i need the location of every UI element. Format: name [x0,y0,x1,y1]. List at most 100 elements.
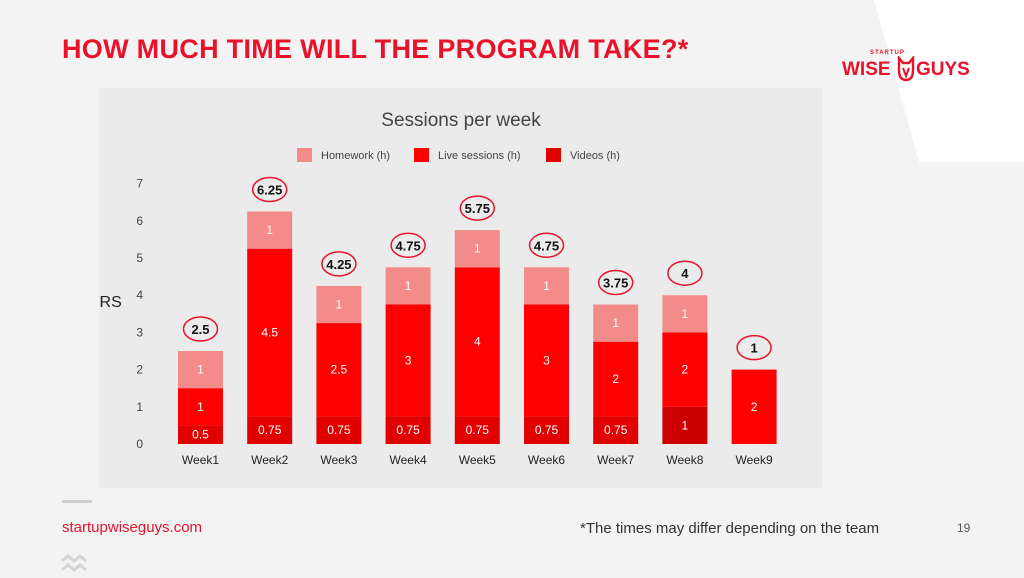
bar-segment [524,304,569,417]
legend-swatch [297,148,312,162]
legend-label: Homework (h) [321,150,390,162]
bar-segment [316,285,362,324]
bar-segment [385,416,431,444]
total-circle [182,316,219,342]
data-label: 1 [543,279,550,293]
chart-title: Sessions per week [381,110,541,131]
x-tick-label: Week8 [666,453,703,467]
data-label: 1 [474,242,481,256]
bar-segment [247,248,293,417]
x-tick-label: Week3 [320,453,357,467]
wave-icon [61,554,87,572]
x-tick-label: Week1 [182,453,219,467]
total-label: 5.75 [465,201,490,216]
y-tick-label: 6 [136,214,143,228]
bar-segment [385,304,431,417]
data-label: 1 [405,279,412,293]
x-tick-label: Week2 [251,453,288,467]
data-label: 0.75 [258,423,282,437]
bar-segment [731,369,777,444]
total-circle [459,195,496,221]
legend-swatch [546,148,561,162]
total-circle [251,176,288,203]
logo-small-text: STARTUP [870,50,905,56]
total-label: 4.75 [395,238,420,253]
bar-segment [593,304,639,342]
bar-segment [593,341,639,417]
total-label: 4 [681,266,689,281]
startup-wise-guys-logo: STARTUP WISE GUYS [842,50,972,90]
data-label: 0.75 [535,423,559,437]
bar-segment [385,267,431,305]
bar-segment [593,416,639,444]
total-label: 3.75 [603,276,628,291]
bar-segment [662,295,708,333]
legend-label: Videos (h) [570,150,620,162]
logo-text-right: GUYS [916,59,970,80]
total-circle [667,260,703,286]
y-tick-label: 5 [136,251,143,265]
data-label: 0.75 [604,423,628,437]
data-label: 0.5 [192,428,209,442]
total-circle [736,334,772,361]
bar-segment [662,406,708,444]
bar-segment [247,416,293,444]
data-label: 1 [197,363,204,377]
data-label: 4 [474,335,481,349]
data-label: 1 [197,400,204,414]
legend-swatch [414,148,429,162]
bar-segment [454,416,500,444]
bar-segment [178,351,223,389]
slide-title: HOW MUCH TIME WILL THE PROGRAM TAKE?* [62,34,689,64]
data-label: 1 [266,223,273,237]
data-label: 4.5 [261,325,278,339]
total-label: 2.5 [191,322,209,337]
x-tick-label: Week9 [736,453,773,467]
bar-segment [454,267,500,417]
total-circle [528,232,565,259]
y-tick-label: 1 [136,400,143,414]
total-circle [321,251,357,277]
bar-segment [662,332,708,407]
data-label: 0.75 [327,423,351,437]
logo-text-left: WISE [842,59,891,80]
bar-segment [454,230,500,268]
chart-panel: Sessions per week HOURS Homework (h) Live s… [99,88,822,488]
x-tick-label: Week7 [597,453,634,467]
data-label: 1 [682,418,689,432]
data-label: 3 [543,353,550,367]
y-tick-label: 3 [136,325,143,339]
data-label: 2 [612,372,619,386]
data-label: 2 [682,363,689,377]
total-circle [390,232,426,259]
x-tick-label: Week5 [459,453,496,467]
total-label: 6.25 [257,183,282,198]
y-tick-label: 2 [136,363,143,377]
bar-segment [524,416,569,444]
total-label: 4.75 [534,238,559,253]
bar-segment [316,416,362,444]
data-label: 1 [612,316,619,330]
stacked-bar-chart: Sessions per week HOURS Homework (h) Live s… [99,110,777,467]
total-label: 4.25 [326,257,351,272]
footnote: *The times may differ depending on the t… [580,520,880,537]
y-tick-label: 4 [136,288,143,302]
data-label: 1 [682,307,689,321]
legend-label: Live sessions (h) [438,150,521,162]
y-axis-label: HOURS [99,294,122,311]
footer-divider [62,500,92,503]
bar-segment [524,267,569,305]
total-label: 1 [750,341,757,356]
bar-segment [316,323,362,417]
y-tick-label: 7 [136,177,143,191]
data-label: 0.75 [396,423,420,437]
website-link[interactable]: startupwiseguys.com [62,519,203,536]
owl-icon [897,56,915,82]
bar-segment [247,211,293,249]
bar-segment [178,425,223,444]
data-label: 2 [751,400,758,414]
x-tick-label: Week4 [390,453,427,467]
bar-segment [178,388,223,426]
data-label: 1 [336,298,343,312]
x-tick-label: Week6 [528,453,565,467]
